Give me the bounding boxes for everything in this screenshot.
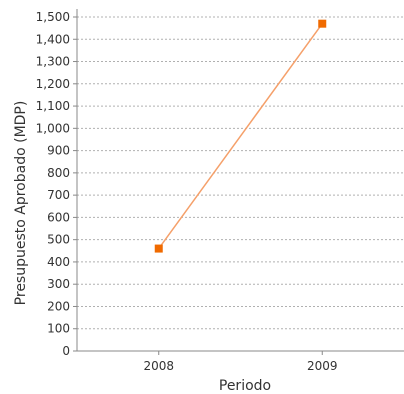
y-tick-label: 500 — [47, 233, 70, 247]
series-line — [158, 23, 323, 250]
y-tick-label: 600 — [47, 210, 70, 224]
y-axis-title: Presupuesto Aprobado (MDP) — [13, 101, 29, 306]
y-tick-label: 0 — [62, 344, 70, 358]
y-tick-label: 1,500 — [36, 10, 70, 24]
y-tick-label: 1,100 — [36, 99, 70, 113]
data-point — [154, 244, 163, 253]
y-tick-label: 700 — [47, 188, 70, 202]
y-tick-label: 1,000 — [36, 121, 70, 135]
x-axis-title: Periodo — [219, 378, 271, 394]
y-tick-labels: 0 100 200 300 400 500 600 700 800 900 1,000 1,100 1,… — [36, 10, 70, 358]
y-tick-label: 1,300 — [36, 55, 70, 69]
data-point — [318, 19, 327, 28]
y-tick-label: 800 — [47, 166, 70, 180]
x-tick-label: 2009 — [307, 359, 338, 373]
y-tick-label: 900 — [47, 144, 70, 158]
series — [154, 19, 327, 253]
y-tick-label: 100 — [47, 322, 70, 336]
gridlines — [77, 16, 404, 330]
y-tick-label: 200 — [47, 299, 70, 313]
y-tick-label: 1,400 — [36, 32, 70, 46]
y-tick-label: 1,200 — [36, 77, 70, 91]
x-tick-labels: 2008 2009 — [143, 359, 337, 373]
axes — [73, 9, 404, 355]
y-tick-label: 400 — [47, 255, 70, 269]
x-tick-label: 2008 — [143, 359, 174, 373]
y-tick-label: 300 — [47, 277, 70, 291]
